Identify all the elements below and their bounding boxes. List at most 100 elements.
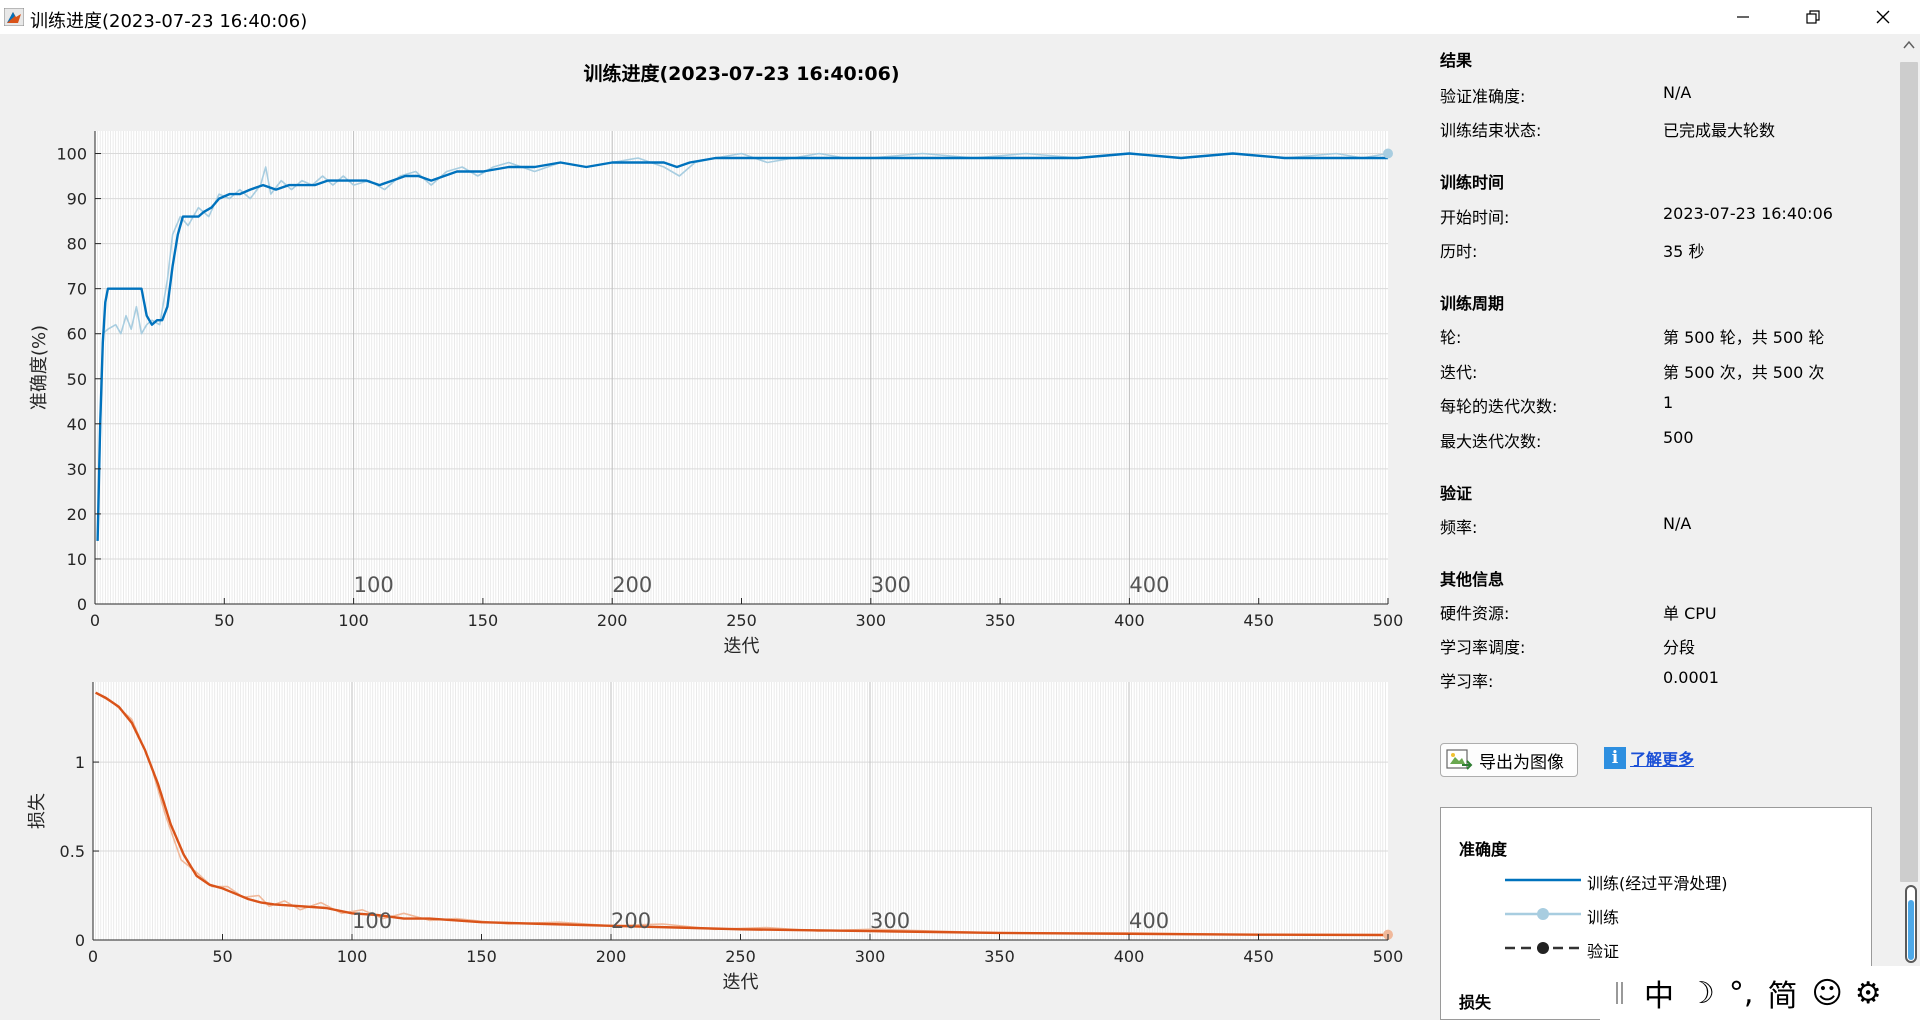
accuracy-y-tick-label: 20 [67, 505, 87, 524]
training-cycle-section-title: 训练周期 [1440, 294, 1505, 313]
window-title: 训练进度(2023-07-23 16:40:06) [30, 11, 308, 32]
loss-x-tick-label: 150 [466, 947, 497, 966]
start-time-label: 开始时间: [1440, 208, 1510, 227]
validation-accuracy-label: 验证准确度: [1440, 87, 1526, 106]
loss-x-tick-label: 50 [212, 947, 232, 966]
accuracy-y-tick-label: 90 [67, 190, 87, 209]
accuracy-x-tick-label: 200 [597, 611, 628, 630]
info-sidebar: 结果 验证准确度: N/A 训练结束状态: 已完成最大轮数 训练时间 开始时间:… [1440, 34, 1890, 1020]
legend-item-train: 训练 [1587, 908, 1620, 927]
ime-emoji-icon[interactable]: ☺ [1811, 975, 1843, 1011]
chart-title: 训练进度(2023-07-23 16:40:06) [583, 62, 899, 85]
frequency-value: N/A [1663, 514, 1692, 533]
export-as-image-button[interactable]: 导出为图像 [1440, 743, 1578, 777]
loss-epoch-label: 100 [352, 909, 392, 933]
learn-more-link[interactable]: 了解更多 [1630, 750, 1695, 769]
legend-loss-title: 损失 [1459, 993, 1492, 1012]
restore-icon [1806, 10, 1820, 24]
elapsed-label: 历时: [1440, 242, 1478, 261]
accuracy-plot-area [94, 131, 1393, 605]
start-time-value: 2023-07-23 16:40:06 [1663, 204, 1833, 223]
ime-drag-handle-icon[interactable] [1610, 978, 1630, 1008]
matlab-app-icon [4, 8, 24, 26]
accuracy-y-tick-label: 50 [67, 370, 87, 389]
validation-accuracy-value: N/A [1663, 83, 1692, 102]
ime-moon-icon[interactable]: ☽ [1688, 975, 1715, 1011]
hardware-resource-value: 单 CPU [1663, 604, 1717, 623]
elapsed-value: 35 秒 [1663, 242, 1705, 261]
accuracy-y-tick-label: 0 [77, 595, 87, 614]
accuracy-y-tick-label: 100 [56, 145, 87, 164]
accuracy-y-tick-label: 10 [67, 550, 87, 569]
training-time-section-title: 训练时间 [1440, 173, 1505, 192]
scrollbar-thumb[interactable] [1900, 62, 1918, 882]
restore-button[interactable] [1780, 0, 1846, 34]
scroll-up-arrow-icon[interactable] [1903, 40, 1915, 50]
learning-rate-label: 学习率: [1440, 672, 1494, 691]
vertical-scrollbar[interactable] [1898, 34, 1920, 1020]
side-level-indicator [1905, 885, 1917, 963]
info-icon: i [1604, 747, 1626, 769]
other-info-section-title: 其他信息 [1440, 570, 1505, 589]
accuracy-y-tick-label: 80 [67, 235, 87, 254]
window-titlebar: 训练进度(2023-07-23 16:40:06) [0, 0, 1920, 34]
accuracy-epoch-label: 200 [612, 573, 652, 597]
accuracy-epoch-label: 400 [1129, 573, 1169, 597]
accuracy-x-tick-label: 100 [338, 611, 369, 630]
loss-y-tick-label: 0 [75, 931, 85, 950]
export-button-label: 导出为图像 [1479, 752, 1564, 773]
training-end-status-value: 已完成最大轮数 [1663, 121, 1776, 140]
accuracy-epoch-label: 300 [871, 573, 911, 597]
close-icon [1876, 10, 1890, 24]
lr-schedule-value: 分段 [1663, 638, 1696, 657]
iteration-value: 第 500 次，共 500 次 [1663, 363, 1825, 382]
validation-section-title: 验证 [1440, 484, 1473, 503]
ime-punctuation-button[interactable]: °, [1728, 975, 1754, 1011]
loss-y-tick-label: 0.5 [60, 842, 85, 861]
loss-x-tick-label: 200 [596, 947, 627, 966]
loss-x-tick-label: 500 [1373, 947, 1404, 966]
legend-validation-line-icon [1505, 942, 1581, 954]
accuracy-x-tick-label: 0 [90, 611, 100, 630]
loss-epoch-label: 200 [611, 909, 651, 933]
legend-item-smoothed: 训练(经过平滑处理) [1587, 874, 1728, 893]
legend-item-validation: 验证 [1587, 942, 1620, 961]
ime-toolbar: 中 ☽ °, 简 ☺ ⚙ [1600, 966, 1920, 1020]
loss-epoch-label: 400 [1129, 909, 1169, 933]
loss-x-tick-label: 450 [1243, 947, 1274, 966]
accuracy-iteration-grid [97, 131, 1386, 604]
legend-raw-line-icon [1505, 908, 1581, 920]
training-end-status-label: 训练结束状态: [1440, 121, 1542, 140]
minimize-button[interactable] [1710, 0, 1776, 34]
accuracy-epoch-label: 100 [354, 573, 394, 597]
max-iterations-value: 500 [1663, 428, 1694, 447]
loss-x-axis-label: 迭代 [723, 972, 759, 993]
accuracy-y-tick-label: 30 [67, 460, 87, 479]
minimize-icon [1737, 16, 1749, 18]
ime-settings-icon[interactable]: ⚙ [1854, 975, 1882, 1011]
iterations-per-epoch-label: 每轮的迭代次数: [1440, 397, 1558, 416]
accuracy-x-tick-label: 350 [985, 611, 1016, 630]
export-image-icon [1446, 749, 1473, 770]
ime-simplified-button[interactable]: 简 [1767, 979, 1798, 1014]
lr-schedule-label: 学习率调度: [1440, 638, 1526, 657]
accuracy-y-tick-label: 60 [67, 325, 87, 344]
loss-x-tick-label: 400 [1114, 947, 1145, 966]
loss-plot-area [92, 682, 1393, 941]
accuracy-y-tick-label: 70 [67, 280, 87, 299]
learn-more-link-group[interactable]: i 了解更多 [1604, 746, 1694, 770]
loss-iteration-grid [95, 682, 1386, 940]
iteration-label: 迭代: [1440, 363, 1478, 382]
legend-accuracy-title: 准确度 [1459, 840, 1508, 859]
loss-y-axis-label: 损失 [27, 793, 48, 829]
results-section-title: 结果 [1440, 51, 1473, 70]
accuracy-y-axis-label: 准确度(%) [29, 325, 50, 410]
close-button[interactable] [1850, 0, 1916, 34]
accuracy-x-tick-label: 300 [856, 611, 887, 630]
ime-chinese-mode-button[interactable]: 中 [1644, 979, 1674, 1014]
loss-x-tick-label: 0 [88, 947, 98, 966]
epoch-label: 轮: [1440, 328, 1462, 347]
loss-smoothed-series-line [95, 691, 1389, 937]
epoch-value: 第 500 轮，共 500 轮 [1663, 328, 1825, 347]
